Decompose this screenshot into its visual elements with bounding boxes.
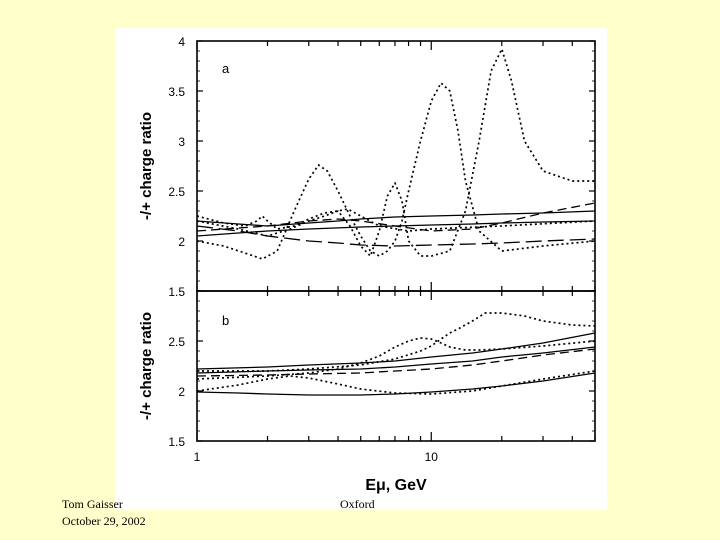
panel-a-ytick-label: 2.5 [168, 185, 185, 199]
panel-b-series-2 [197, 312, 596, 372]
panel-a-ylabel: -/+ charge ratio [138, 112, 155, 220]
panel-b-ytick-label: 2.5 [168, 335, 185, 349]
panel-b-xlabel: Eμ, GeV [365, 477, 427, 494]
panel-b-series-4 [196, 332, 596, 370]
panel-a-series-5 [196, 202, 596, 232]
panel-a-series-4 [196, 225, 596, 247]
chart-figure: 1.5 2 2.5 3 3.5 4 -/+ charge ratio a 1.5 2 2.5 -/+ … [115, 28, 607, 510]
panel-a-label: a [222, 61, 230, 76]
panel-b-series-1 [196, 337, 596, 380]
panel-b-frame [196, 290, 596, 442]
panel-b-ylabel: -/+ charge ratio [138, 312, 155, 420]
panel-a-series-6 [196, 210, 596, 227]
panel-a-ytick-label: 3.5 [168, 85, 185, 99]
footer-date: October 29, 2002 [62, 514, 146, 528]
panel-a-series-2 [196, 48, 595, 257]
panel-a-ytick-label: 4 [178, 35, 185, 49]
panel-a-series-7 [196, 220, 596, 237]
panel-b-ytick-label: 1.5 [168, 435, 185, 449]
panel-a-ytick-label: 1.5 [168, 285, 185, 299]
panel-b-series-5 [196, 346, 596, 374]
panel-a-ytick-label: 2 [178, 235, 185, 249]
panel-a-ytick-label: 3 [178, 135, 185, 149]
panel-b-xtick-label: 10 [425, 450, 439, 464]
footer-venue: Oxford [340, 497, 375, 511]
footer-author: Tom Gaisser [62, 497, 123, 511]
panel-b-xtick-label: 1 [194, 450, 201, 464]
panel-b-series-6 [196, 348, 596, 377]
panel-b-label: b [222, 313, 229, 328]
panel-a-series-3 [196, 208, 596, 232]
charge-ratio-chart: 1.5 2 2.5 3 3.5 4 -/+ charge ratio a 1.5 2 2.5 -/+ … [138, 35, 596, 494]
panel-b-series-3 [196, 370, 596, 395]
panel-a-frame [196, 40, 596, 292]
panel-b-ytick-label: 2 [178, 385, 185, 399]
panel-b-series-7 [196, 372, 596, 396]
